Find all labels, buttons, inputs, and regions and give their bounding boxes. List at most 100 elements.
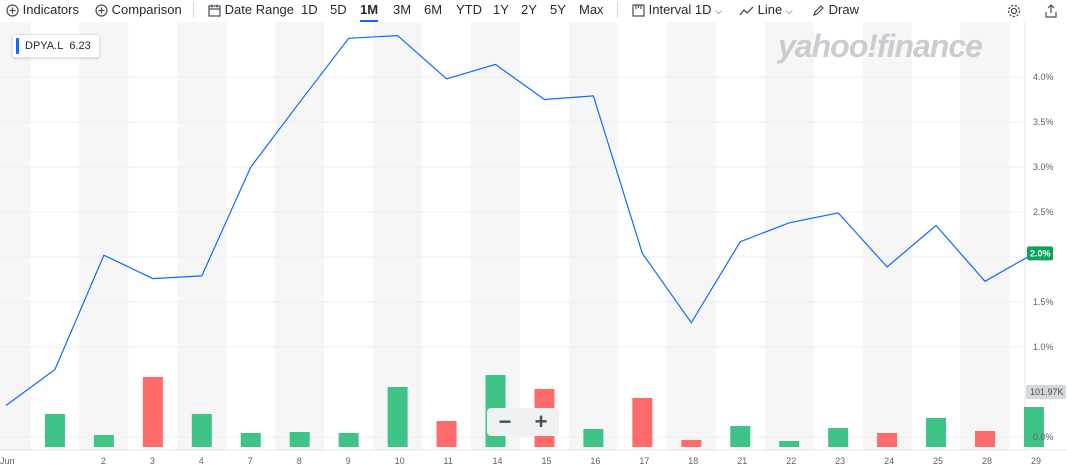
volume-bar	[681, 440, 702, 447]
current-value-badge	[1027, 246, 1053, 261]
x-axis: Jun 2 3 4 7 8 9 10 11 14 15 16 17 18 21 22 23 24 25 28 29	[0, 456, 1041, 466]
volume-bar	[436, 421, 457, 447]
zoom-in-button[interactable]: +	[534, 409, 548, 434]
volume-bar	[828, 428, 849, 447]
range-ytd[interactable]: YTD	[456, 2, 482, 17]
range-5y[interactable]: 5Y	[550, 2, 566, 17]
comparison-button[interactable]: Comparison	[95, 0, 182, 20]
weekday-bands	[0, 22, 1010, 450]
range-max[interactable]: Max	[579, 2, 604, 17]
y-axis: 4.0%3.5%3.0%2.5%2.0%1.5%1.0%0.0%2.0%101.…	[1026, 72, 1066, 442]
y-tick-label: 3.5%	[1033, 117, 1054, 127]
volume-bar	[779, 441, 800, 447]
weekday-band	[960, 22, 1010, 450]
weekday-band	[275, 22, 325, 450]
x-tick-label: 4	[199, 456, 204, 466]
volume-bar	[583, 429, 604, 447]
y-tick-label: 0.0%	[1033, 432, 1054, 442]
range-6m[interactable]: 6M	[424, 2, 443, 17]
plus-circle-icon	[95, 4, 108, 17]
series-legend[interactable]: DPYA.L 6.23	[12, 34, 100, 58]
volume-bar	[632, 398, 653, 447]
weekday-band	[373, 22, 423, 450]
chart-type-label: Line	[757, 2, 783, 17]
weekday-band	[0, 22, 31, 450]
volume-bar	[1023, 407, 1044, 447]
interval-label: Interval	[648, 2, 692, 17]
range-1m[interactable]: 1M	[360, 0, 379, 22]
x-tick-label: 8	[297, 456, 302, 466]
chevron-down-icon: ⌵	[785, 6, 793, 16]
interval-value: 1D	[694, 2, 712, 17]
settings-button[interactable]	[1007, 0, 1021, 20]
weekday-band	[666, 22, 716, 450]
zoom-controls: − +	[487, 408, 559, 436]
chart-toolbar: Indicators Comparison Date Range 1D 5D 1…	[0, 0, 1067, 22]
range-1d[interactable]: 1D	[301, 2, 318, 17]
range-1y[interactable]: 1Y	[493, 2, 509, 17]
x-tick-label: 16	[590, 456, 600, 466]
price-chart[interactable]: 4.0%3.5%3.0%2.5%2.0%1.5%1.0%0.0%2.0%101.…	[0, 22, 1067, 472]
date-range-button[interactable]: Date Range	[208, 0, 294, 20]
x-tick-label: 17	[639, 456, 649, 466]
volume-bar	[926, 418, 947, 447]
x-tick-label: 18	[688, 456, 698, 466]
current-value-label: 2.0%	[1030, 248, 1051, 258]
volume-bar	[730, 426, 751, 447]
draw-button[interactable]: Draw	[812, 0, 859, 20]
weekday-band	[568, 22, 618, 450]
draw-label: Draw	[828, 2, 859, 17]
calendar-icon	[208, 4, 221, 17]
y-tick-label: 1.0%	[1033, 342, 1054, 352]
volume-bar	[44, 414, 65, 447]
x-tick-label: 7	[248, 456, 253, 466]
line-chart-icon	[739, 6, 754, 15]
chevron-down-icon: ⌵	[715, 6, 722, 16]
yahoo-finance-watermark: yahoo!finance	[778, 28, 983, 64]
y-tick-label: 4.0%	[1033, 72, 1054, 82]
share-icon	[1045, 3, 1057, 18]
indicators-button[interactable]: Indicators	[6, 0, 79, 20]
gear-icon	[1007, 4, 1021, 17]
x-tick-label: 9	[346, 456, 351, 466]
plus-circle-icon	[6, 4, 19, 17]
legend-value: 6.23	[69, 40, 91, 52]
weekday-band	[764, 22, 814, 450]
grid-lines	[0, 22, 1067, 451]
x-tick-label: 28	[982, 456, 992, 466]
x-tick-label: 25	[933, 456, 943, 466]
toolbar-divider	[193, 2, 194, 18]
weekday-band	[862, 22, 912, 450]
x-tick-label: 24	[884, 456, 894, 466]
price-line	[5, 34, 1035, 406]
x-tick-label: 15	[541, 456, 551, 466]
range-2y[interactable]: 2Y	[521, 2, 537, 17]
legend-symbol: DPYA.L	[25, 40, 64, 52]
range-3m[interactable]: 3M	[393, 2, 412, 17]
x-tick-label: 14	[493, 456, 503, 466]
y-tick-label: 1.5%	[1033, 297, 1054, 307]
y-tick-label: 2.5%	[1033, 207, 1054, 217]
x-tick-label: 22	[786, 456, 796, 466]
volume-bar	[975, 431, 995, 447]
x-tick-label: 10	[395, 456, 405, 466]
share-button[interactable]	[1045, 0, 1057, 20]
interval-icon	[632, 4, 645, 17]
volume-bar	[289, 432, 310, 447]
volume-bar	[93, 435, 114, 447]
chart-type-button[interactable]: Line ⌵	[739, 0, 793, 20]
volume-value-label: 101.97K	[1030, 387, 1064, 397]
date-range-label: Date Range	[224, 2, 295, 17]
volume-bar	[387, 387, 408, 447]
volume-bar	[240, 433, 261, 447]
comparison-label: Comparison	[111, 2, 182, 17]
weekday-band	[79, 22, 129, 450]
interval-button[interactable]: Interval 1D ⌵	[632, 0, 722, 20]
x-tick-label: 11	[444, 456, 453, 466]
x-tick-label: Jun	[0, 456, 15, 466]
volume-bar	[877, 433, 898, 447]
zoom-out-button[interactable]: −	[498, 409, 512, 434]
range-5d[interactable]: 5D	[330, 2, 347, 17]
x-tick-label: 3	[150, 456, 155, 466]
x-tick-label: 29	[1031, 456, 1041, 466]
